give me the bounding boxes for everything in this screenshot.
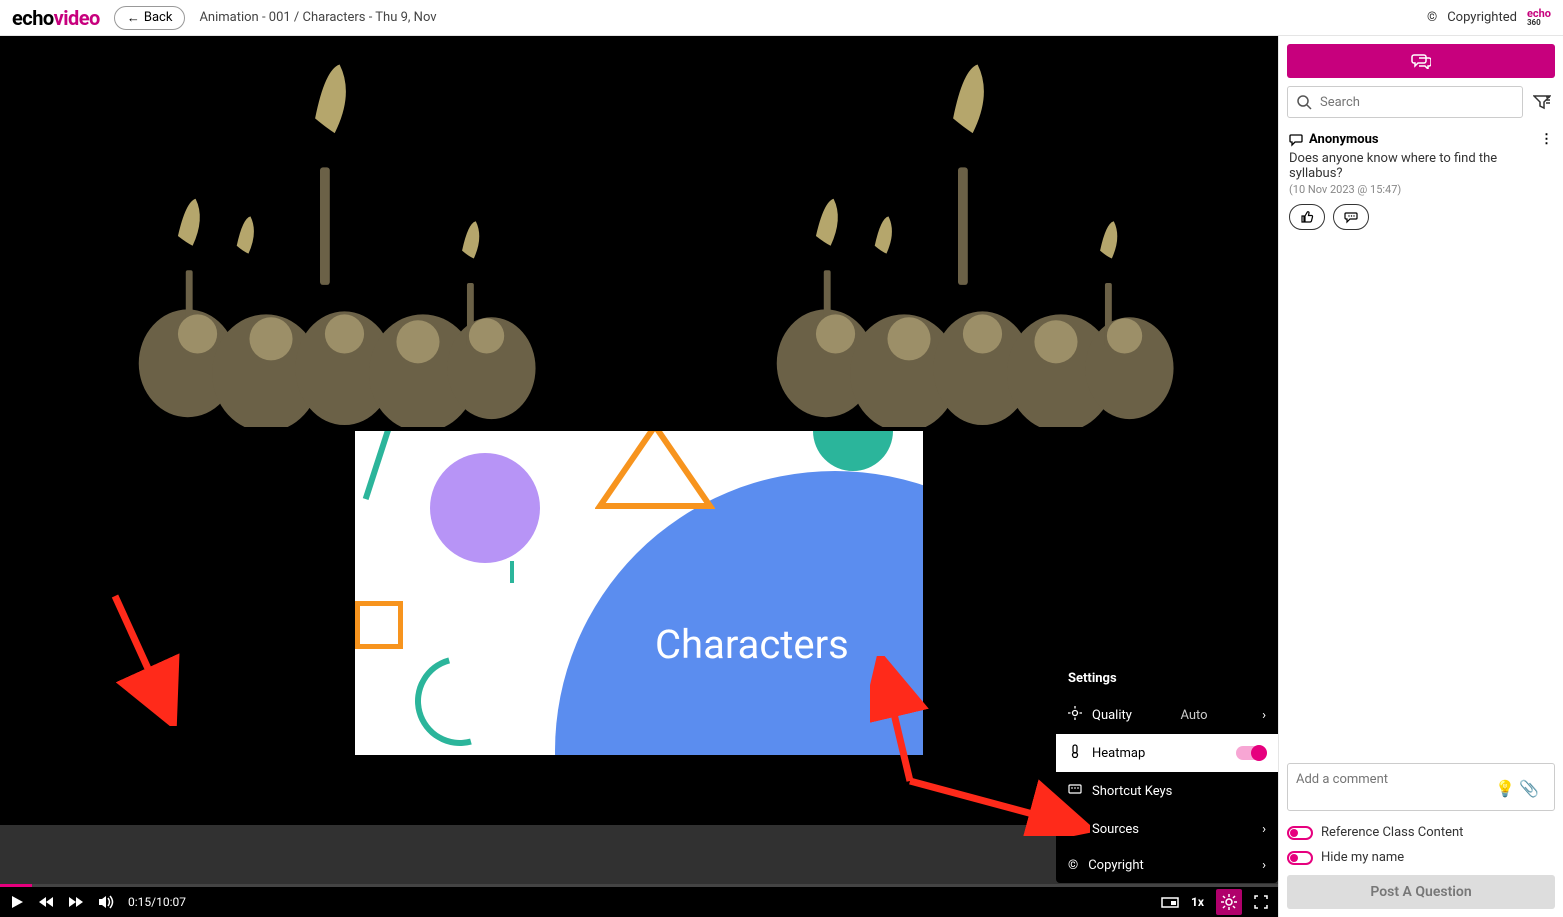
logo: echovideo	[12, 6, 100, 30]
search-box[interactable]	[1287, 86, 1523, 118]
video-area: Characters 0:15/10:07 1x Settings	[0, 36, 1278, 917]
quality-value: Auto	[1180, 708, 1207, 723]
chevron-right-icon: ›	[1262, 708, 1266, 723]
video-top-row	[0, 36, 1278, 431]
back-label: Back	[144, 10, 173, 25]
sidebar-bottom: 💡 📎 Reference Class Content Hide my name…	[1279, 755, 1563, 917]
player-controls: 0:15/10:07 1x	[0, 887, 1278, 917]
qa-tab-button[interactable]	[1287, 44, 1555, 78]
mob-illustration	[4, 40, 636, 427]
like-button[interactable]	[1289, 204, 1325, 230]
slide-shape-purple-circle	[430, 453, 540, 563]
lightbulb-icon[interactable]: 💡	[1495, 779, 1515, 798]
thread-body: Does anyone know where to find the sylla…	[1289, 151, 1553, 181]
rewind-icon[interactable]	[38, 896, 54, 908]
settings-quality[interactable]: Quality Auto ›	[1056, 696, 1278, 734]
brand-small: echo360	[1527, 8, 1551, 27]
hidename-label: Hide my name	[1321, 850, 1404, 865]
settings-shortcut[interactable]: Shortcut Keys	[1056, 772, 1278, 810]
reference-toggle[interactable]	[1287, 826, 1313, 840]
comment-icons: 💡 📎	[1495, 779, 1539, 798]
gear-small-icon	[1068, 706, 1082, 724]
copyright-label: Copyrighted	[1447, 10, 1517, 25]
volume-icon[interactable]	[98, 895, 114, 909]
keyboard-icon	[1068, 782, 1082, 800]
video-panel-left[interactable]	[4, 40, 636, 427]
hidename-toggle-row[interactable]: Hide my name	[1287, 850, 1555, 865]
slide-panel[interactable]: Characters	[355, 431, 923, 755]
shortcut-label: Shortcut Keys	[1092, 784, 1172, 799]
post-question-button[interactable]: Post A Question	[1287, 875, 1555, 909]
search-row	[1279, 86, 1563, 126]
reference-toggle-row[interactable]: Reference Class Content	[1287, 825, 1555, 840]
forward-icon[interactable]	[68, 896, 84, 908]
thread-actions	[1289, 204, 1553, 230]
qa-sidebar: Anonymous ⋮ Does anyone know where to fi…	[1278, 36, 1563, 917]
chevron-right-icon: ›	[1262, 858, 1266, 873]
main: Characters 0:15/10:07 1x Settings	[0, 36, 1563, 917]
speech-icon	[1289, 133, 1303, 147]
breadcrumb: Animation - 001 / Characters - Thu 9, No…	[199, 10, 436, 25]
slide-shape-teal-bar	[363, 431, 393, 500]
logo-echo: echo	[12, 6, 54, 30]
slide-title: Characters	[655, 621, 849, 668]
topbar: echovideo ← Back Animation - 001 / Chara…	[0, 0, 1563, 36]
reference-label: Reference Class Content	[1321, 825, 1463, 840]
sources-label: Sources	[1092, 822, 1139, 837]
search-input[interactable]	[1320, 95, 1514, 110]
mob-illustration	[642, 40, 1274, 427]
slide-shape-teal-arc	[399, 640, 522, 755]
play-icon[interactable]	[10, 895, 24, 909]
copyright-row-label: Copyright	[1088, 858, 1144, 873]
filter-button[interactable]	[1529, 86, 1555, 118]
slide-shape-orange-square	[355, 601, 403, 649]
layout-icon[interactable]	[1161, 895, 1179, 909]
settings-title: Settings	[1056, 661, 1278, 696]
attach-icon[interactable]: 📎	[1519, 779, 1539, 798]
heatmap-toggle[interactable]	[1236, 746, 1266, 760]
reply-button[interactable]	[1333, 204, 1369, 230]
slide-shape-teal-tick	[510, 561, 514, 583]
hidename-toggle[interactable]	[1287, 851, 1313, 865]
settings-heatmap[interactable]: Heatmap	[1056, 734, 1278, 772]
fullscreen-icon[interactable]	[1254, 895, 1268, 909]
video-panel-right[interactable]	[642, 40, 1274, 427]
copyright-small-icon: ©	[1068, 858, 1078, 873]
qa-thread[interactable]: Anonymous ⋮ Does anyone know where to fi…	[1279, 126, 1563, 236]
thermometer-icon	[1068, 744, 1082, 762]
topbar-right: © Copyrighted echo360	[1427, 8, 1551, 27]
gear-icon[interactable]	[1216, 889, 1242, 915]
thread-header: Anonymous ⋮	[1289, 132, 1553, 147]
quality-label: Quality	[1092, 708, 1132, 723]
copyright-icon: ©	[1427, 10, 1437, 25]
slide-shape-teal-circle	[813, 431, 893, 471]
search-icon	[1296, 94, 1312, 110]
back-button[interactable]: ← Back	[114, 6, 186, 30]
more-icon[interactable]: ⋮	[1540, 132, 1553, 147]
settings-popup: Settings Quality Auto › Heatmap Shortcut…	[1056, 661, 1278, 883]
time-display: 0:15/10:07	[128, 895, 186, 909]
settings-copyright[interactable]: © Copyright ›	[1056, 848, 1278, 883]
settings-sources[interactable]: Sources ›	[1056, 810, 1278, 848]
slide-shape-blue-circle	[555, 471, 923, 755]
logo-video: video	[54, 6, 100, 30]
sources-icon	[1068, 820, 1082, 838]
heatmap-label: Heatmap	[1092, 746, 1145, 761]
speed-label[interactable]: 1x	[1191, 895, 1204, 909]
chevron-right-icon: ›	[1262, 822, 1266, 837]
arrow-left-icon: ←	[127, 10, 140, 26]
slide-shape-orange-triangle	[595, 431, 715, 511]
controls-right: 1x	[1161, 889, 1268, 915]
thread-timestamp: (10 Nov 2023 @ 15:47)	[1289, 183, 1553, 196]
chat-icon	[1411, 53, 1431, 69]
thread-author: Anonymous	[1309, 132, 1379, 147]
